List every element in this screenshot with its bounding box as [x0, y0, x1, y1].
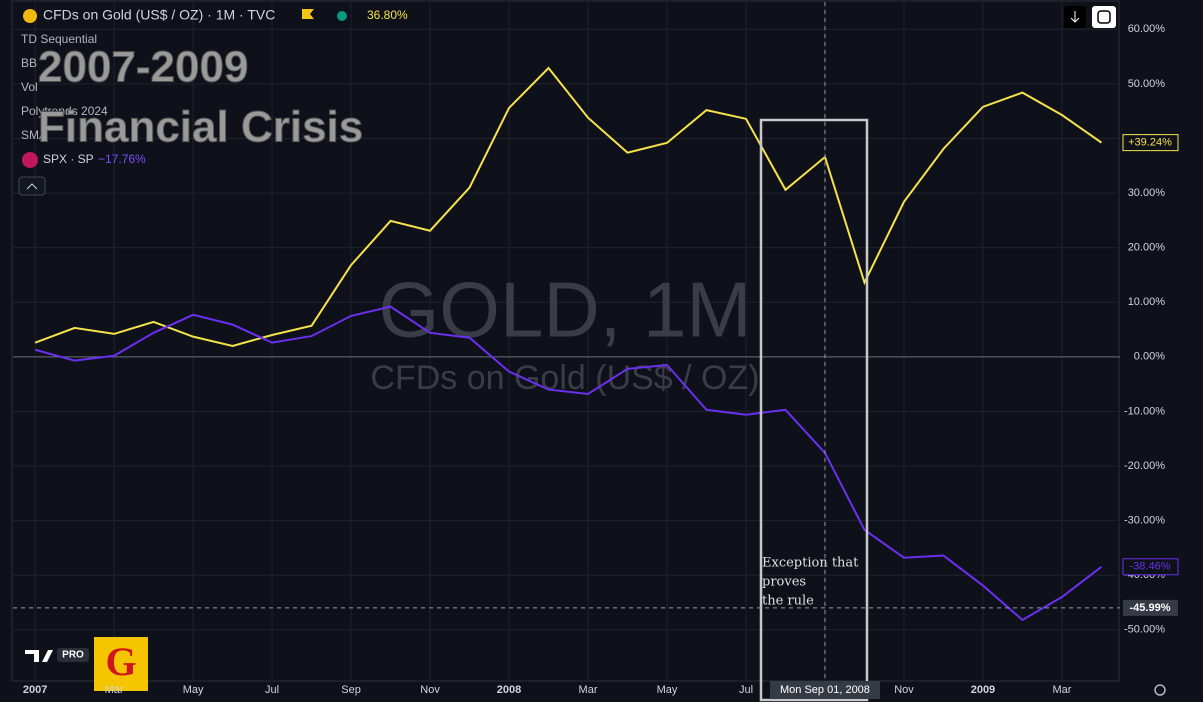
crosshair-x-box	[769, 681, 880, 699]
last-value-label: +39.24%	[1128, 137, 1172, 149]
plot-frame	[11, 0, 1120, 682]
indicator: BB	[21, 56, 37, 70]
x-tick-label: Nov	[894, 684, 914, 696]
x-tick-label: May	[657, 684, 678, 696]
gold-icon	[23, 9, 37, 23]
flag-icon	[302, 9, 314, 19]
x-tick-label: Jul	[265, 684, 279, 696]
status-icon	[337, 11, 347, 21]
collapse-icon	[26, 183, 38, 190]
compare-icon	[1097, 10, 1111, 24]
settings-icon[interactable]	[1154, 684, 1166, 696]
pro-badge: PRO	[62, 650, 84, 661]
last-value-box	[1122, 134, 1179, 152]
y-tick-label: 30.00%	[1128, 187, 1166, 199]
x-tick-label: Mar	[579, 684, 598, 696]
watermark-symbol: GOLD, 1M	[379, 266, 752, 354]
compare-button[interactable]	[1092, 6, 1116, 28]
y-tick-label: 20.00%	[1128, 242, 1166, 254]
x-tick-label: Mar	[1052, 684, 1071, 696]
tv-logo	[25, 650, 53, 662]
grid	[13, 2, 1120, 680]
header-change: 36.80%	[367, 8, 408, 22]
last-value-box	[1122, 558, 1179, 576]
y-tick-label: 60.00%	[1128, 23, 1166, 35]
y-tick-label: 0.00%	[1134, 351, 1165, 363]
x-tick-label: Jul	[739, 684, 753, 696]
y-tick-label: -20.00%	[1124, 460, 1165, 472]
legend-spx: SPX · SP	[43, 152, 94, 166]
y-tick-label: -50.00%	[1124, 624, 1165, 636]
x-tick-label: Sep	[341, 684, 361, 696]
annotation: Exception that	[762, 556, 859, 571]
pro-badge-bg	[57, 648, 89, 662]
x-tick-label: May	[183, 684, 204, 696]
lines	[34, 66, 1103, 622]
x-tick-label: Mar	[105, 684, 124, 696]
x-tick-label: 2007	[23, 684, 47, 696]
legend-spx-change: −17.76%	[98, 152, 146, 166]
x-tick-label: 2008	[497, 684, 521, 696]
spx-icon	[22, 152, 38, 168]
indicator: TD Sequential	[21, 32, 97, 46]
overlay-title: 2007-2009	[38, 43, 248, 92]
y-tick-label: -30.00%	[1124, 515, 1165, 527]
crosshair-x-label: Mon Sep 01, 2008	[780, 684, 870, 696]
indicator: SMA	[21, 128, 47, 142]
x-tick-label: 2009	[971, 684, 995, 696]
series-line	[34, 305, 1103, 622]
g-logo-bg	[94, 637, 148, 691]
series-line	[34, 66, 1103, 347]
annotation: the rule	[762, 594, 814, 609]
crosshair-y-box	[1123, 599, 1178, 616]
legend-gold: CFDs on Gold (US$ / OZ) · 1M · TVC	[43, 7, 275, 23]
y-tick-label: -10.00%	[1124, 405, 1165, 417]
g-logo: G	[105, 639, 136, 684]
overlay-title: Financial Crisis	[38, 103, 363, 152]
last-value-label: -38.46%	[1130, 561, 1171, 573]
crosshair-y-label: -45.99%	[1130, 602, 1171, 614]
indicator: Vol	[21, 80, 38, 94]
y-tick-label: 10.00%	[1128, 296, 1166, 308]
indicator: Polytrends 2024	[21, 104, 108, 118]
collapse-button[interactable]	[18, 176, 46, 196]
y-tick-label: 50.00%	[1128, 78, 1166, 90]
annotation: proves	[762, 575, 806, 590]
x-tick-label: Nov	[420, 684, 440, 696]
down-icon	[1070, 11, 1080, 23]
highlight-box	[759, 118, 869, 702]
